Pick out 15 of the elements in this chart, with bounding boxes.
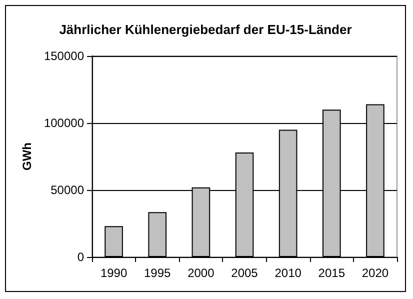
y-axis-title: GWh bbox=[20, 142, 34, 170]
y-tick-label: 50000 bbox=[50, 183, 84, 197]
y-tick-label: 100000 bbox=[44, 116, 84, 130]
x-tick-label: 2005 bbox=[231, 266, 258, 280]
x-tick-label: 1990 bbox=[100, 266, 128, 280]
x-tick-label: 2020 bbox=[362, 266, 389, 280]
x-tick-label: 2015 bbox=[318, 266, 346, 280]
y-tick-label: 150000 bbox=[44, 49, 84, 63]
bar bbox=[104, 226, 123, 257]
x-tick-label: 2000 bbox=[188, 266, 215, 280]
chart-title: Jährlicher Kühlenergiebedarf der EU-15-Länder bbox=[59, 22, 352, 37]
x-tick-label: 1995 bbox=[144, 266, 172, 280]
y-tick-label: 0 bbox=[77, 250, 84, 264]
x-tick-label: 2010 bbox=[274, 266, 302, 280]
bar bbox=[148, 212, 167, 257]
